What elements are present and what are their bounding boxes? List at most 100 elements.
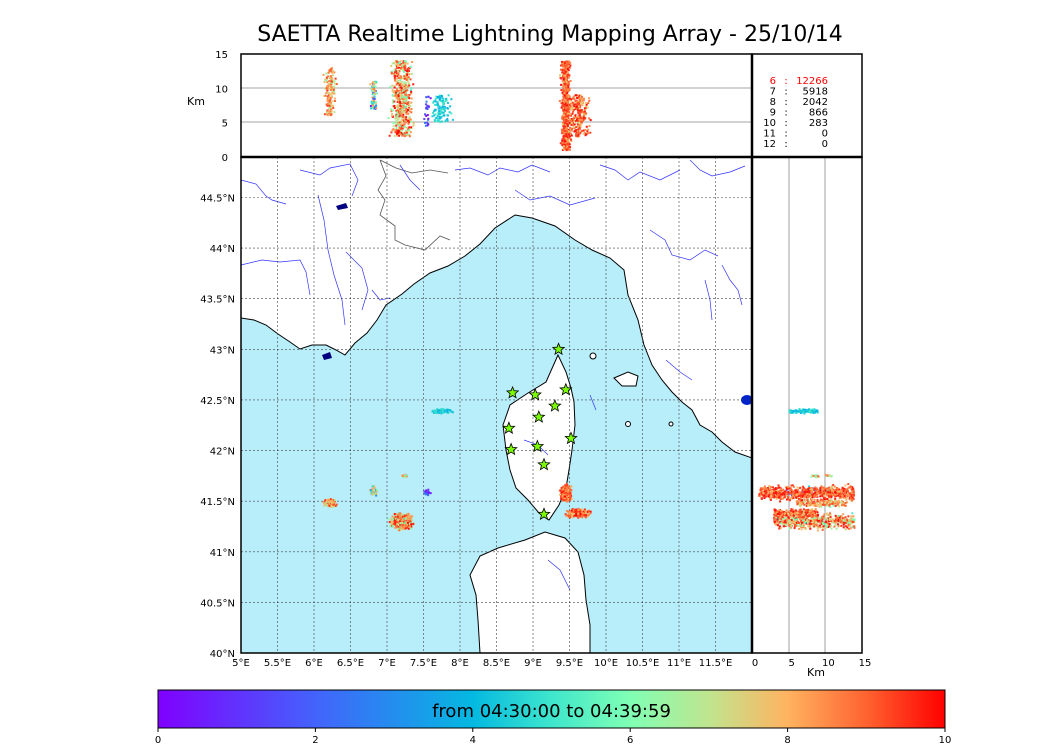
latitude-tick: 40.5°N bbox=[200, 598, 235, 609]
station-count-stations: 9 bbox=[770, 108, 776, 119]
longitude-tick: 8°E bbox=[451, 658, 469, 669]
lightning-points-top bbox=[322, 59, 592, 152]
station-star-icon bbox=[559, 382, 573, 396]
station-count-sep: : bbox=[784, 76, 787, 87]
altitude-tick: 0 bbox=[222, 153, 228, 164]
station-star-icon bbox=[548, 398, 562, 412]
longitude-tick: 11°E bbox=[667, 658, 691, 669]
longitude-tick: 7.5°E bbox=[410, 658, 437, 669]
latitude-tick: 42°N bbox=[210, 447, 235, 458]
rivers bbox=[241, 159, 746, 591]
station-count-sep: : bbox=[784, 87, 787, 98]
small-island bbox=[625, 421, 631, 427]
station-count-sep: : bbox=[784, 97, 787, 108]
station-star-icon bbox=[537, 507, 551, 521]
longitude-tick: 5.5°E bbox=[264, 658, 291, 669]
longitude-tick: 11.5°E bbox=[699, 658, 733, 669]
station-count-stations: 8 bbox=[770, 97, 776, 108]
station-count-stations: 11 bbox=[763, 129, 776, 140]
latitude-tick-labels: 44.5°N 44°N 43.5°N 43°N 42.5°N 42°N 41.5°N 41°N… bbox=[200, 193, 235, 660]
station-count-stations: 12 bbox=[763, 139, 776, 150]
country-border bbox=[377, 159, 451, 251]
station-star-icon bbox=[530, 439, 545, 453]
station-star-icon bbox=[528, 387, 542, 401]
altitude-tick-labels: 15 10 5 0 bbox=[215, 50, 228, 164]
colorbar-ticks: 0 2 4 6 8 10 bbox=[155, 728, 952, 746]
longitude-tick: 10.5°E bbox=[626, 658, 660, 669]
colorbar-tick: 6 bbox=[627, 735, 633, 746]
altitude-tick: 10 bbox=[215, 84, 228, 95]
lake bbox=[336, 203, 348, 210]
station-count-value: 2042 bbox=[803, 97, 828, 108]
latitude-tick: 44.5°N bbox=[200, 193, 235, 204]
longitude-tick: 5°E bbox=[232, 658, 250, 669]
elba-island bbox=[613, 371, 639, 387]
latitude-tick: 43.5°N bbox=[200, 295, 235, 306]
side-km-tick: 10 bbox=[822, 658, 835, 669]
station-count-sep: : bbox=[784, 118, 787, 129]
longitude-tick: 10°E bbox=[594, 658, 618, 669]
colorbar-tick: 8 bbox=[784, 735, 790, 746]
station-count-sep: : bbox=[784, 139, 787, 150]
station-star-icon bbox=[537, 457, 551, 471]
station-star-icon bbox=[551, 342, 566, 356]
map-title: SAETTA Realtime Lightning Mapping Array … bbox=[257, 22, 843, 47]
colorbar-tick: 2 bbox=[312, 735, 318, 746]
station-count-value: 5918 bbox=[803, 87, 828, 98]
latitude-tick: 42.5°N bbox=[200, 396, 235, 407]
altitude-longitude-panel bbox=[240, 53, 753, 158]
side-km-tick: 0 bbox=[752, 658, 758, 669]
station-count-value: 283 bbox=[809, 118, 828, 129]
lake bbox=[322, 352, 332, 360]
station-count-stations: 10 bbox=[763, 118, 776, 129]
longitude-tick: 6°E bbox=[305, 658, 323, 669]
altitude-latitude-panel bbox=[751, 156, 863, 654]
time-colorbar: 0 2 4 6 8 10 bbox=[155, 689, 952, 746]
side-km-tick: 5 bbox=[788, 658, 794, 669]
station-count-stations: 7 bbox=[770, 87, 776, 98]
altitude-axis-label: Km bbox=[187, 95, 205, 108]
small-island bbox=[668, 421, 674, 427]
mainland-landmass bbox=[241, 157, 752, 459]
altitude-tick: 15 bbox=[215, 50, 228, 61]
station-count-sep: : bbox=[784, 129, 787, 140]
longitude-tick: 6.5°E bbox=[337, 658, 364, 669]
station-star-icon bbox=[505, 385, 520, 399]
colorbar-tick: 10 bbox=[939, 735, 952, 746]
station-count-value: 0 bbox=[822, 129, 828, 140]
longitude-tick-labels: 5°E 5.5°E 6°E 6.5°E 7°E 7.5°E 8°E 8.5°E 9°E 9.5°E… bbox=[232, 658, 732, 669]
longitude-tick: 9°E bbox=[524, 658, 542, 669]
latitude-tick: 41.5°N bbox=[200, 497, 235, 508]
longitude-tick: 9.5°E bbox=[556, 658, 583, 669]
station-star-icon bbox=[502, 421, 516, 434]
stations-layer bbox=[502, 342, 578, 521]
station-count-value: 866 bbox=[809, 108, 828, 119]
colorbar-tick: 4 bbox=[470, 735, 476, 746]
longitude-tick: 8.5°E bbox=[483, 658, 510, 669]
small-island bbox=[589, 352, 597, 360]
latitude-tick: 41°N bbox=[210, 548, 235, 559]
colorbar-tick: 0 bbox=[155, 735, 161, 746]
station-count-value: 0 bbox=[822, 139, 828, 150]
station-count-value: 12266 bbox=[796, 76, 828, 87]
latitude-tick: 44°N bbox=[210, 244, 235, 255]
lightning-points-map bbox=[322, 407, 592, 532]
altitude-tick: 5 bbox=[222, 119, 228, 130]
longitude-tick: 7°E bbox=[378, 658, 396, 669]
side-km-tick-labels: 0 5 10 15 bbox=[752, 658, 872, 669]
station-star-icon bbox=[504, 442, 518, 456]
station-count-stations: 6 bbox=[770, 76, 776, 87]
station-count-sep: : bbox=[784, 108, 787, 119]
map-panel bbox=[241, 157, 752, 653]
colorbar-time-range-label: from 04:30:00 to 04:39:59 bbox=[432, 701, 671, 722]
station-star-icon bbox=[564, 431, 578, 445]
lightning-points-side bbox=[758, 407, 856, 532]
latitude-tick: 43°N bbox=[210, 345, 235, 356]
side-km-axis-label: Km bbox=[807, 666, 825, 679]
latitude-tick: 40°N bbox=[210, 649, 235, 660]
side-km-tick: 15 bbox=[859, 658, 872, 669]
station-star-icon bbox=[532, 410, 546, 423]
